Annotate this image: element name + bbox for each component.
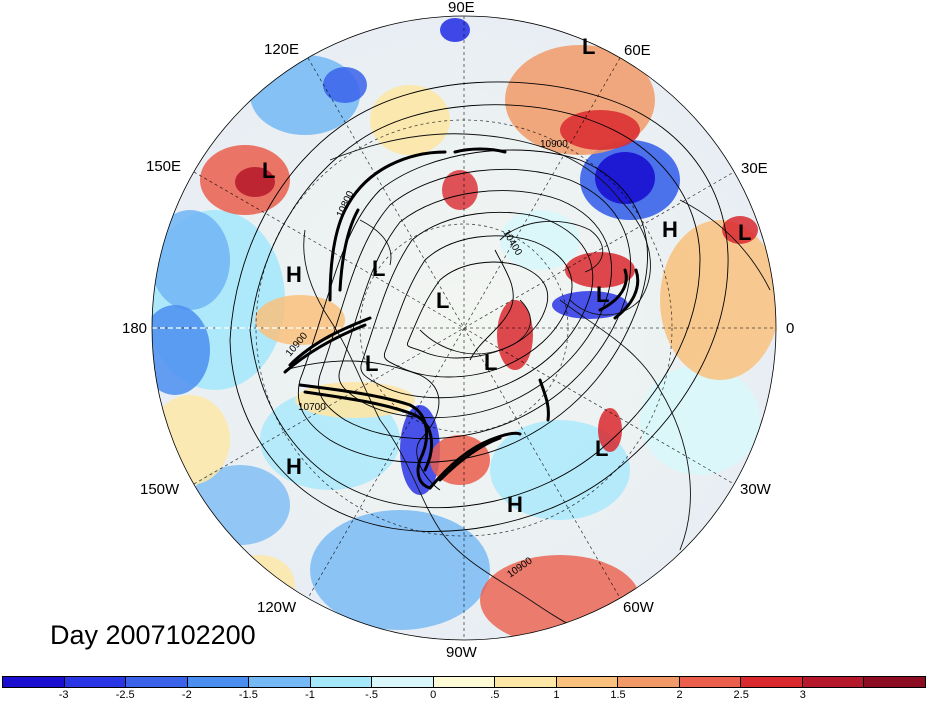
colorbar-swatch (679, 677, 742, 687)
colorbar-tick-label: 1 (553, 689, 560, 701)
low-marker: L (262, 158, 276, 183)
colorbar-tick-label: -3 (58, 689, 69, 701)
lon-label-150e: 150E (146, 158, 182, 175)
contour-label-1: 10900 (540, 139, 568, 150)
high-marker: H (662, 217, 678, 242)
low-marker: L (738, 220, 752, 245)
lon-label-180: 180 (122, 320, 148, 337)
low-marker: L (596, 282, 610, 307)
lon-label-120w: 120W (257, 599, 297, 616)
colorbar-swatch (3, 677, 65, 687)
lon-label-30w: 30W (740, 481, 771, 498)
lon-label-60w: 60W (623, 599, 654, 616)
lon-label-90w: 90W (446, 644, 477, 661)
colorbar-tick-label: 3 (799, 689, 806, 701)
low-marker: L (595, 436, 609, 461)
colorbar-swatch (249, 677, 311, 687)
colorbar-swatch (618, 677, 680, 687)
colorbar-tick-label: .5 (490, 689, 500, 701)
colorbar-tick-label: 2.5 (733, 689, 749, 701)
colorbar-swatch (741, 677, 803, 687)
colorbar-swatch (372, 677, 434, 687)
colorbar-tick-label: -2.5 (115, 689, 135, 701)
colorbar-swatch (864, 677, 925, 687)
jet-streaks (283, 147, 640, 490)
low-marker: L (436, 288, 450, 313)
high-marker: H (507, 492, 523, 517)
lon-label-150w: 150W (140, 481, 180, 498)
colorbar-tick-label: -1 (305, 689, 315, 701)
lon-label-0: 0 (786, 320, 795, 337)
colorbar-tick-label: 0 (430, 689, 437, 701)
colorbar-swatch (126, 677, 188, 687)
lon-label-30e: 30E (741, 160, 768, 177)
low-marker: L (484, 350, 498, 375)
time-label: Day 2007102200 (50, 620, 256, 650)
colorbar-swatch (802, 677, 865, 687)
colorbar-swatch (187, 677, 250, 687)
lon-label-90e: 90E (448, 0, 475, 16)
colorbar-swatch (310, 677, 373, 687)
low-marker: L (372, 256, 386, 281)
colorbar-tick-label: -1.5 (238, 689, 258, 701)
colorbar-swatch (64, 677, 127, 687)
high-marker: H (286, 454, 302, 479)
colorbar-swatch (433, 677, 496, 687)
colorbar-swatch (556, 677, 619, 687)
height-contours (229, 81, 729, 532)
colorbar-tick-label: -.5 (365, 689, 379, 701)
low-marker: L (582, 34, 596, 59)
colorbar-tick-label: 2 (676, 689, 683, 701)
colorbar-tick-label: 1.5 (610, 689, 626, 701)
colorbar-swatch (495, 677, 557, 687)
low-marker: L (365, 351, 379, 376)
colorbar (2, 676, 926, 688)
contour-label-5: 10700 (298, 402, 326, 413)
map-boundary (151, 15, 777, 641)
high-marker: H (286, 262, 302, 287)
colorbar-tick-label: -2 (181, 689, 192, 701)
lon-label-120e: 120E (264, 41, 300, 58)
lon-label-60e: 60E (624, 42, 651, 59)
